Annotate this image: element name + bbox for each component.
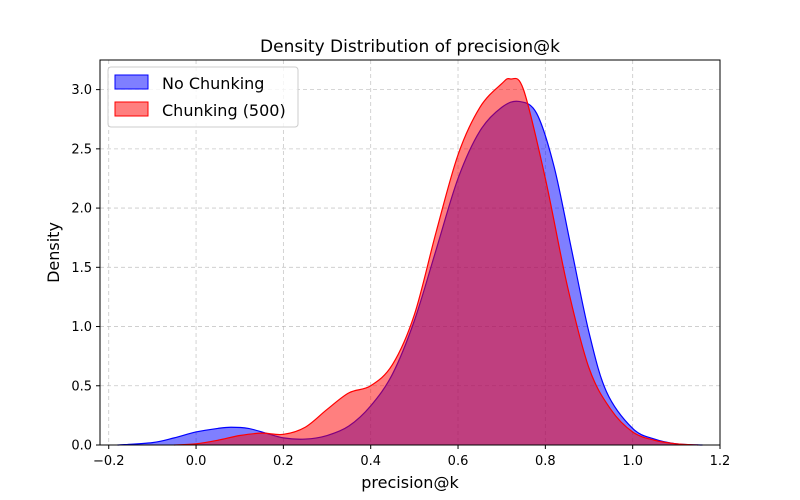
legend-label-chunking: Chunking (500) [162,101,286,120]
x-tick-label: 1.2 [710,454,731,469]
x-tick-label: 0.2 [273,454,294,469]
series-layer [117,77,703,446]
density-line-chunking-500 [174,77,699,446]
y-tick-label: 1.5 [71,261,92,276]
plot-frame [99,59,721,446]
legend-box [107,66,299,128]
y-tick-label: 0.0 [71,439,92,454]
x-tick-label: 1.0 [622,454,643,469]
legend-swatch-no-chunking [114,74,149,90]
y-tick-label: 0.5 [71,379,92,394]
x-tick-label: 0.8 [535,454,556,469]
legend: No Chunking Chunking (500) [107,66,299,128]
density-area-chunking-500 [174,78,699,445]
x-tick-label: 0.6 [448,454,469,469]
y-tick-label: 1.0 [71,320,92,335]
x-tick-label: −0.2 [93,454,125,469]
y-tick-label: 2.5 [71,142,92,157]
legend-label-no-chunking: No Chunking [162,74,264,93]
y-axis-label: Density [44,222,63,283]
x-axis-label: precision@k [361,473,459,492]
y-tick-label: 3.0 [71,83,92,98]
chart-title: Density Distribution of precision@k [260,37,560,57]
tick-layer: −0.2 0.0 0.2 0.4 0.6 0.8 1.0 1.20.00.51.01.52.0… [71,83,730,469]
x-tick-label: 0.4 [360,454,381,469]
y-tick-label: 2.0 [71,202,92,217]
x-tick-label: 0.0 [186,454,207,469]
legend-swatch-chunking [114,101,149,117]
